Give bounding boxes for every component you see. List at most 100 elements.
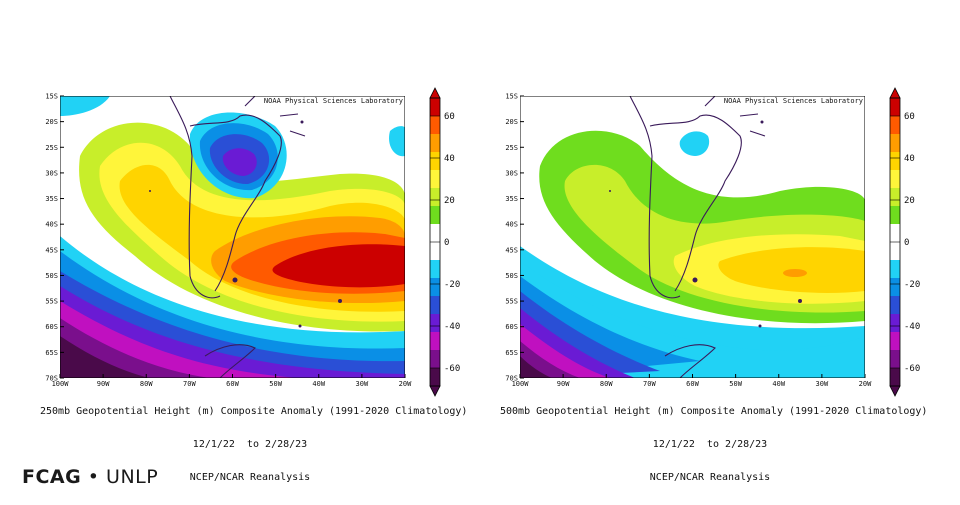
caption-dates: 12/1/22 to 2/28/23	[652, 439, 768, 450]
lon-tick-label: 100W	[52, 380, 70, 388]
credit-label: NOAA Physical Sciences Laboratory	[724, 97, 863, 105]
lon-tick-label: 30W	[356, 380, 369, 388]
colorbar-segment	[890, 170, 900, 189]
colorbar-segment	[890, 350, 900, 369]
colorbar-segment	[430, 116, 440, 135]
caption-dates: 12/1/22 to 2/28/23	[192, 439, 308, 450]
lat-tick-label: 70S	[505, 375, 518, 383]
lat-tick-label: 40S	[505, 221, 518, 229]
lat-tick-label: 15S	[45, 93, 58, 101]
colorbar-label: -40	[444, 322, 460, 332]
lat-tick-label: 15S	[505, 93, 518, 101]
axis-ticks-500mb: 100W 90W 80W 70W 60W 50W 40W 30W 20W 15S 20S 25S 30S…	[505, 93, 872, 389]
map-250mb: 100W 90W 80W 70W 60W 50W 40W 30W 20W 15S 20S 25S 30S…	[45, 87, 460, 397]
colorbar-segment	[890, 368, 900, 387]
colorbar-segment	[890, 278, 900, 297]
colorbar-label: -60	[904, 364, 920, 374]
logo-dot: •	[87, 466, 100, 488]
caption-source: NCEP/NCAR Reanalysis	[649, 472, 771, 483]
colorbar-250mb: 60 40 20 0 -20 -40 -60	[429, 87, 460, 397]
lon-tick-label: 40W	[312, 380, 325, 388]
colorbar-segment	[890, 224, 900, 243]
colorbar-segment	[890, 134, 900, 153]
lon-tick-label: 70W	[643, 380, 656, 388]
lat-tick-label: 45S	[45, 246, 58, 254]
credit-label: NOAA Physical Sciences Laboratory	[264, 97, 403, 105]
axis-ticks-250mb: 100W 90W 80W 70W 60W 50W 40W 30W 20W 15S 20S 25S 30S…	[45, 93, 412, 389]
lat-tick-label: 50S	[505, 272, 518, 280]
colorbar-label: -20	[904, 280, 920, 290]
anomaly-field-500mb	[520, 96, 865, 378]
colorbar-segment	[430, 332, 440, 351]
lon-tick-label: 50W	[269, 380, 282, 388]
colorbar-label: 40	[904, 154, 915, 164]
logo-fcag: FCAG	[22, 466, 82, 488]
colorbar-500mb: 60 40 20 0 -20 -40 -60	[889, 87, 920, 397]
lon-tick-label: 20W	[399, 380, 412, 388]
colorbar-segment	[890, 242, 900, 261]
lat-tick-label: 60S	[505, 323, 518, 331]
lon-tick-label: 100W	[512, 380, 530, 388]
colorbar-label: 20	[444, 196, 455, 206]
caption-title: 500mb Geopotential Height (m) Composite …	[500, 406, 928, 417]
lat-tick-label: 65S	[505, 349, 518, 357]
lat-tick-label: 20S	[45, 118, 58, 126]
colorbar-label: -60	[444, 364, 460, 374]
lat-tick-label: 45S	[505, 246, 518, 254]
colorbar-label: 60	[904, 112, 915, 122]
colorbar-segment	[890, 314, 900, 333]
colorbar-segment	[430, 206, 440, 225]
colorbar-segment	[430, 242, 440, 261]
colorbar-segment	[430, 224, 440, 243]
lon-tick-label: 70W	[183, 380, 196, 388]
colorbar-top-arrow	[429, 87, 441, 99]
lat-tick-label: 55S	[505, 298, 518, 306]
lon-tick-label: 90W	[557, 380, 570, 388]
colorbar-segment	[430, 134, 440, 153]
colorbar-label: -40	[904, 322, 920, 332]
colorbar-segment	[890, 188, 900, 207]
lat-tick-label: 40S	[45, 221, 58, 229]
colorbar-segment	[430, 170, 440, 189]
logo-unlp: UNLP	[106, 466, 159, 488]
colorbar-top-arrow	[889, 87, 901, 99]
colorbar-segment	[890, 152, 900, 171]
caption-250mb: 250mb Geopotential Height (m) Composite …	[40, 384, 468, 505]
colorbar-segment	[430, 188, 440, 207]
caption-500mb: 500mb Geopotential Height (m) Composite …	[500, 384, 928, 505]
fcag-unlp-logo: FCAG • UNLP	[22, 466, 158, 488]
colorbar-segment	[430, 350, 440, 369]
lat-tick-label: 25S	[505, 144, 518, 152]
colorbar-label: 20	[904, 196, 915, 206]
lat-tick-label: 55S	[45, 298, 58, 306]
colorbar-segment	[430, 314, 440, 333]
lon-tick-label: 80W	[140, 380, 153, 388]
lon-tick-label: 90W	[97, 380, 110, 388]
colorbar-segment	[890, 332, 900, 351]
lat-tick-label: 30S	[505, 169, 518, 177]
lon-tick-label: 60W	[686, 380, 699, 388]
anomaly-field-250mb	[60, 96, 405, 378]
colorbar-label: 40	[444, 154, 455, 164]
lon-tick-label: 40W	[772, 380, 785, 388]
lat-tick-label: 60S	[45, 323, 58, 331]
lon-tick-label: 50W	[729, 380, 742, 388]
caption-title: 250mb Geopotential Height (m) Composite …	[40, 406, 468, 417]
lat-tick-label: 65S	[45, 349, 58, 357]
lon-tick-label: 20W	[859, 380, 872, 388]
colorbar-segment	[430, 152, 440, 171]
colorbar-label: 0	[444, 238, 449, 248]
colorbar-label: 0	[904, 238, 909, 248]
lat-tick-label: 50S	[45, 272, 58, 280]
lon-tick-label: 60W	[226, 380, 239, 388]
lat-tick-label: 20S	[505, 118, 518, 126]
colorbar-label: 60	[444, 112, 455, 122]
colorbar-segment	[890, 116, 900, 135]
colorbar-segment	[430, 278, 440, 297]
colorbar-segment	[890, 260, 900, 279]
colorbar-segment	[890, 98, 900, 117]
colorbar-segment	[430, 260, 440, 279]
lon-tick-label: 30W	[816, 380, 829, 388]
colorbar-label: -20	[444, 280, 460, 290]
lat-tick-label: 70S	[45, 375, 58, 383]
